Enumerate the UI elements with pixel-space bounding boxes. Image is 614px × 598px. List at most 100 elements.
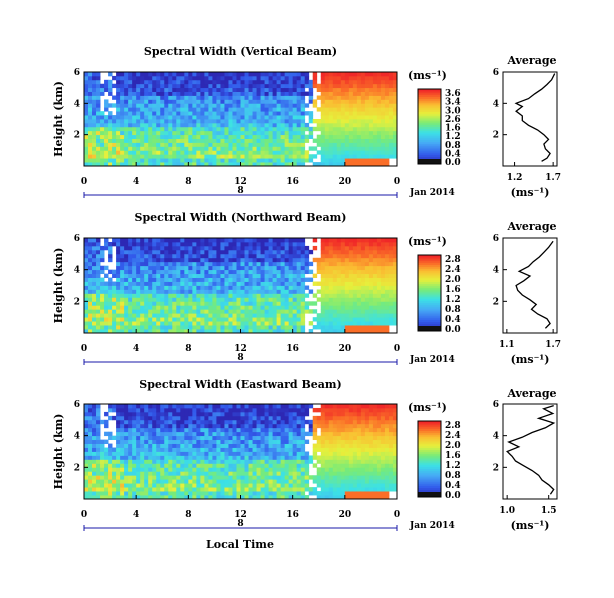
heatmap-cell [192, 285, 197, 290]
heatmap-cell [124, 103, 129, 108]
heatmap-cell [252, 435, 257, 441]
heatmap-cell [220, 309, 225, 314]
heatmap-cell [212, 309, 217, 314]
heatmap-cell [152, 289, 157, 294]
heatmap-cell [260, 305, 265, 310]
heatmap-cell [100, 91, 105, 96]
heatmap-cell [324, 134, 330, 139]
heatmap [84, 404, 398, 500]
heatmap-cell [124, 423, 129, 429]
heatmap-cell [260, 285, 265, 290]
heatmap-cell [276, 309, 282, 314]
heatmap-cell [132, 439, 137, 444]
heatmap-cell [272, 325, 278, 330]
heatmap-cell [204, 269, 209, 275]
heatmap-cell [168, 321, 173, 326]
heatmap-cell [372, 289, 378, 294]
heatmap-cell [188, 75, 193, 81]
heatmap-cell [288, 257, 294, 263]
colorbar-swatch [418, 130, 441, 133]
heatmap-cell [136, 463, 141, 468]
heatmap-cell [252, 87, 257, 92]
heatmap-cell [160, 79, 165, 85]
heatmap-cell [152, 150, 157, 155]
colorbar-unit: (ms⁻¹) [408, 235, 447, 248]
heatmap-cell [216, 317, 221, 322]
heatmap-cell [208, 75, 213, 81]
heatmap-cell [192, 253, 197, 259]
heatmap-cell [208, 305, 213, 310]
heatmap-cell [368, 305, 374, 310]
heatmap-cell [380, 75, 386, 81]
heatmap-cell [220, 487, 225, 492]
heatmap-cell [220, 249, 225, 255]
heatmap-cell [84, 285, 89, 290]
heatmap-cell [360, 261, 366, 267]
heatmap-cell [328, 293, 334, 298]
heatmap-cell [328, 257, 334, 263]
heatmap-cell [352, 146, 358, 151]
heatmap-cell [108, 447, 113, 452]
heatmap-cell [240, 107, 245, 112]
heatmap-cell [132, 407, 137, 413]
heatmap-cell [232, 419, 237, 425]
heatmap-cell [252, 130, 257, 136]
heatmap-cell [304, 277, 310, 282]
heatmap-cell [292, 325, 298, 330]
heatmap-cell [300, 95, 306, 100]
heatmap-cell [300, 257, 306, 263]
heatmap-cell [136, 72, 141, 77]
heatmap-cell [288, 241, 294, 247]
heatmap-cell [164, 103, 169, 108]
heatmap-cell [88, 119, 93, 124]
heatmap-cell [180, 289, 185, 294]
heatmap-cell [312, 72, 318, 77]
heatmap-cell [176, 150, 181, 155]
heatmap-cell [192, 238, 197, 243]
heatmap-cell [116, 419, 121, 425]
heatmap-cell [88, 309, 93, 314]
heatmap-cell [264, 471, 269, 476]
heatmap-cell [160, 158, 165, 163]
heatmap-cell [244, 122, 249, 128]
heatmap-cell [152, 427, 157, 433]
heatmap-cell [220, 150, 225, 155]
heatmap-cell [264, 269, 269, 275]
heatmap-cell [152, 119, 157, 124]
heatmap-cell [232, 107, 237, 112]
heatmap-cell [288, 111, 294, 116]
heatmap-cell [164, 407, 169, 413]
heatmap-cell [240, 313, 245, 318]
heatmap-cell [244, 273, 249, 278]
heatmap-cell [320, 75, 326, 81]
heatmap-cell [220, 265, 225, 271]
heatmap-cell [244, 99, 249, 104]
heatmap-cell [236, 142, 241, 147]
heatmap-cell [116, 325, 121, 330]
heatmap-cell [128, 75, 133, 81]
heatmap-cell [288, 301, 294, 306]
heatmap-cell [148, 281, 153, 286]
heatmap-cell [248, 297, 253, 302]
heatmap-cell [388, 150, 394, 155]
heatmap-cell [292, 142, 298, 147]
heatmap-cell [280, 451, 286, 456]
heatmap-cell [224, 467, 229, 472]
heatmap-cell [92, 134, 97, 139]
heatmap-cell [184, 475, 189, 480]
heatmap-cell [204, 138, 209, 143]
heatmap-cell [156, 455, 161, 460]
heatmap-cell [348, 325, 354, 330]
heatmap-cell [244, 423, 249, 429]
heatmap-cell [324, 265, 330, 271]
heatmap-cell [140, 411, 145, 417]
heatmap-cell [244, 415, 249, 421]
heatmap-cell [368, 162, 374, 167]
heatmap-cell [392, 95, 398, 100]
heatmap-cell [336, 321, 342, 326]
heatmap-cell [116, 407, 121, 413]
heatmap-cell [316, 142, 322, 147]
heatmap-cell [344, 257, 350, 263]
heatmap-cell [112, 154, 117, 159]
heatmap-cell [332, 119, 338, 124]
